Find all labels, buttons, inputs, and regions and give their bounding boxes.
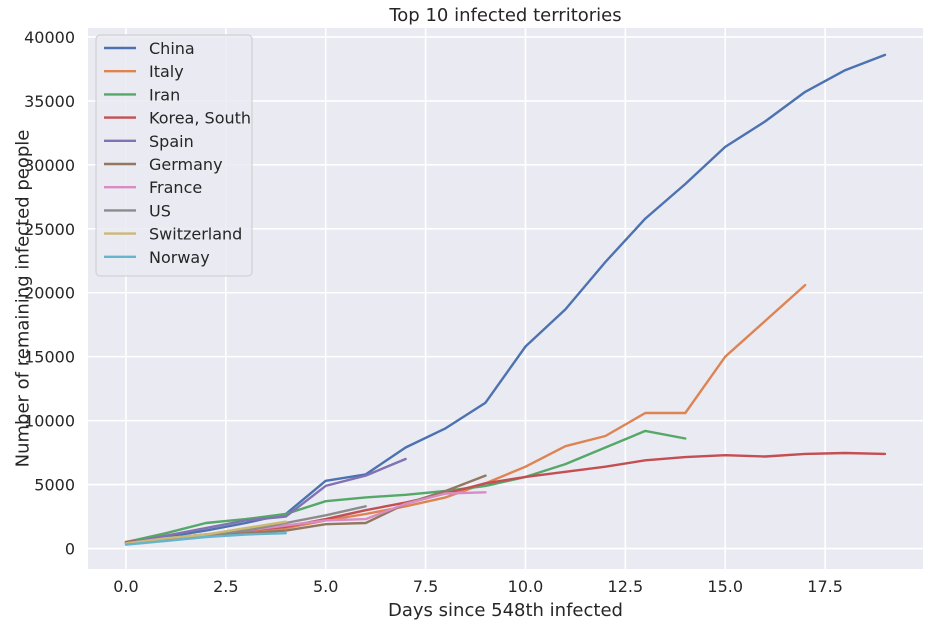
x-tick-label: 15.0 (707, 577, 743, 596)
series-line-iran (124, 429, 687, 544)
legend-label-norway: Norway (149, 248, 210, 267)
series-line-switzerland (124, 520, 287, 545)
x-axis-title: Days since 548th infected (388, 600, 623, 621)
x-tick-label: 12.5 (608, 577, 644, 596)
legend-label-iran: Iran (149, 85, 180, 104)
x-tick-label: 5.0 (313, 577, 338, 596)
y-tick-label: 30000 (24, 156, 75, 175)
legend-label-us: US (149, 201, 171, 220)
y-tick-label: 5000 (34, 476, 75, 495)
y-tick-label: 20000 (24, 284, 75, 303)
chart-title: Top 10 infected territories (388, 5, 621, 26)
grid-lines (88, 28, 923, 569)
series-lines (124, 53, 887, 546)
legend-items: China Italy Iran Korea, South Spain Germany Fr… (104, 39, 251, 267)
series-line-spain (124, 457, 407, 545)
x-tick-label: 17.5 (807, 577, 843, 596)
x-tick-label: 7.5 (413, 577, 438, 596)
legend: China Italy Iran Korea, South Spain Germany Fr… (95, 34, 253, 277)
legend-label-france: France (149, 178, 202, 197)
x-tick-label: 10.0 (508, 577, 544, 596)
y-tick-label: 35000 (24, 92, 75, 111)
x-tick-labels: 0.0 2.5 5.0 7.5 10.0 12.5 15.0 17.5 (113, 577, 843, 596)
y-tick-label: 40000 (24, 28, 75, 47)
legend-label-germany: Germany (149, 155, 223, 174)
y-axis-title: Number of remaining infected people (12, 130, 33, 468)
legend-label-spain: Spain (149, 132, 194, 151)
series-line-norway (124, 532, 287, 546)
y-tick-label: 10000 (24, 412, 75, 431)
legend-label-italy: Italy (149, 62, 184, 81)
legend-label-switzerland: Switzerland (149, 225, 242, 244)
legend-label-china: China (149, 39, 195, 58)
series-line-germany (124, 474, 487, 544)
legend-label-korea-south: Korea, South (149, 109, 251, 128)
x-tick-label: 0.0 (113, 577, 138, 596)
x-tick-label: 2.5 (213, 577, 238, 596)
series-line-china (124, 53, 887, 544)
y-tick-label: 25000 (24, 220, 75, 239)
y-tick-label: 15000 (24, 348, 75, 367)
y-tick-label: 0 (65, 540, 75, 559)
y-tick-labels: 0 5000 10000 15000 20000 25000 30000 35000 40000 (24, 28, 75, 559)
